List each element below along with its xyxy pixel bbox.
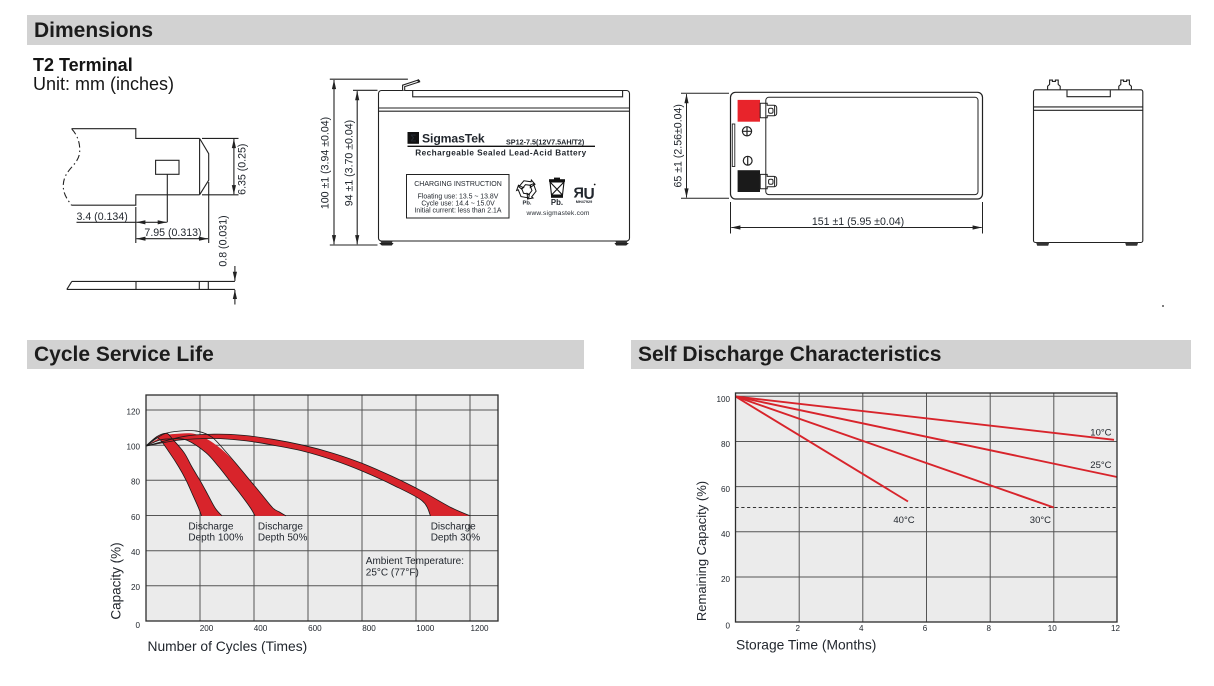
- svg-text:25°C: 25°C: [1090, 460, 1111, 471]
- svg-text:CHARGING INSTRUCTION: CHARGING INSTRUCTION: [414, 181, 502, 188]
- svg-text:Floating use: 13.5 ~ 13.8V: Floating use: 13.5 ~ 13.8V: [418, 194, 499, 201]
- svg-text:Pb.: Pb.: [551, 198, 563, 207]
- svg-text:60: 60: [131, 513, 141, 522]
- svg-text:65 ±1 (2.56±0.04): 65 ±1 (2.56±0.04): [673, 104, 685, 187]
- svg-text:8: 8: [986, 624, 991, 633]
- svg-text:Initial current: less than 2.1: Initial current: less than 2.1A: [415, 208, 502, 215]
- svg-text:3.4 (0.134): 3.4 (0.134): [77, 211, 128, 223]
- svg-text:Depth 30%: Depth 30%: [431, 533, 481, 544]
- svg-text:6: 6: [923, 624, 928, 633]
- svg-text:0: 0: [725, 622, 730, 631]
- svg-text:0.8 (0.031): 0.8 (0.031): [218, 215, 230, 266]
- svg-text:Depth 50%: Depth 50%: [258, 533, 308, 544]
- svg-text:60: 60: [721, 485, 731, 494]
- svg-text:120: 120: [126, 407, 140, 416]
- svg-text:400: 400: [254, 624, 268, 633]
- svg-text:Depth 100%: Depth 100%: [188, 533, 243, 544]
- svg-text:MH47929: MH47929: [576, 200, 592, 204]
- svg-text:40°C: 40°C: [893, 515, 914, 526]
- svg-text:151 ±1 (5.95 ±0.04): 151 ±1 (5.95 ±0.04): [812, 216, 904, 228]
- svg-text:30°C: 30°C: [1030, 515, 1051, 526]
- svg-text:40: 40: [131, 548, 141, 557]
- svg-text:6.35 (0.25): 6.35 (0.25): [237, 144, 249, 195]
- svg-text:94 ±1 (3.70 ±0.04): 94 ±1 (3.70 ±0.04): [343, 120, 355, 206]
- svg-text:1200: 1200: [471, 624, 490, 633]
- svg-text:80: 80: [131, 478, 141, 487]
- svg-text:20: 20: [721, 575, 731, 584]
- svg-text:SigmasTek: SigmasTek: [422, 131, 485, 145]
- svg-text:www.sigmastek.com: www.sigmastek.com: [526, 210, 590, 217]
- svg-text:Capacity (%): Capacity (%): [109, 542, 124, 619]
- svg-text:Cycle use: 14.4 ~ 15.0V: Cycle use: 14.4 ~ 15.0V: [421, 201, 495, 208]
- svg-text:Σ: Σ: [410, 134, 416, 145]
- svg-text:Rechargeable Sealed Lead-Acid: Rechargeable Sealed Lead-Acid Battery: [415, 148, 586, 157]
- svg-text:Pb.: Pb.: [522, 201, 531, 207]
- svg-text:Discharge: Discharge: [431, 522, 476, 533]
- svg-text:10°C: 10°C: [1090, 428, 1111, 439]
- svg-text:12: 12: [1111, 624, 1121, 633]
- svg-text:Я: Я: [574, 186, 584, 202]
- svg-text:100 ±1 (3.94 ±0.04): 100 ±1 (3.94 ±0.04): [320, 117, 332, 209]
- svg-text:600: 600: [308, 624, 322, 633]
- svg-text:100: 100: [126, 443, 140, 452]
- svg-text:SP12-7.5(12V7.5AH/T2): SP12-7.5(12V7.5AH/T2): [506, 137, 585, 146]
- svg-text:Ambient Temperature:: Ambient Temperature:: [366, 556, 464, 567]
- svg-text:200: 200: [200, 624, 214, 633]
- svg-text:U: U: [584, 186, 595, 203]
- svg-text:10: 10: [1048, 624, 1058, 633]
- svg-text:100: 100: [716, 395, 730, 404]
- svg-text:4: 4: [859, 624, 864, 633]
- svg-text:80: 80: [721, 440, 731, 449]
- svg-text:Remaining Capacity (%): Remaining Capacity (%): [694, 481, 709, 621]
- svg-text:2: 2: [795, 624, 800, 633]
- svg-text:25°C (77°F): 25°C (77°F): [366, 568, 419, 579]
- svg-text:7.95 (0.313): 7.95 (0.313): [144, 227, 201, 239]
- svg-text:0: 0: [135, 621, 140, 630]
- svg-text:Number of Cycles (Times): Number of Cycles (Times): [148, 639, 308, 654]
- svg-text:800: 800: [362, 624, 376, 633]
- svg-text:40: 40: [721, 530, 731, 539]
- svg-text:1000: 1000: [416, 624, 435, 633]
- svg-text:20: 20: [131, 583, 141, 592]
- svg-text:Discharge: Discharge: [258, 522, 303, 533]
- svg-text:Storage Time (Months): Storage Time (Months): [736, 638, 876, 653]
- svg-text:Discharge: Discharge: [188, 522, 233, 533]
